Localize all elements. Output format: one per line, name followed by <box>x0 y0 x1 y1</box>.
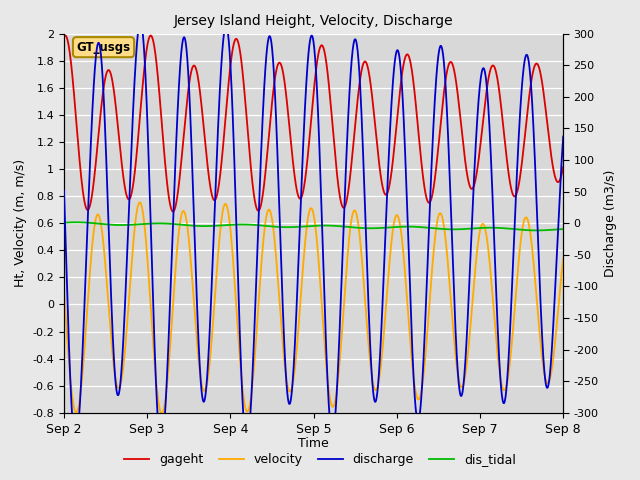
X-axis label: Time: Time <box>298 437 329 450</box>
Y-axis label: Ht, Velocity (m, m/s): Ht, Velocity (m, m/s) <box>14 159 27 287</box>
Y-axis label: Discharge (m3/s): Discharge (m3/s) <box>604 169 618 277</box>
Text: GT_usgs: GT_usgs <box>77 41 131 54</box>
Title: Jersey Island Height, Velocity, Discharge: Jersey Island Height, Velocity, Discharg… <box>174 14 453 28</box>
Legend: gageht, velocity, discharge, dis_tidal: gageht, velocity, discharge, dis_tidal <box>119 448 521 471</box>
